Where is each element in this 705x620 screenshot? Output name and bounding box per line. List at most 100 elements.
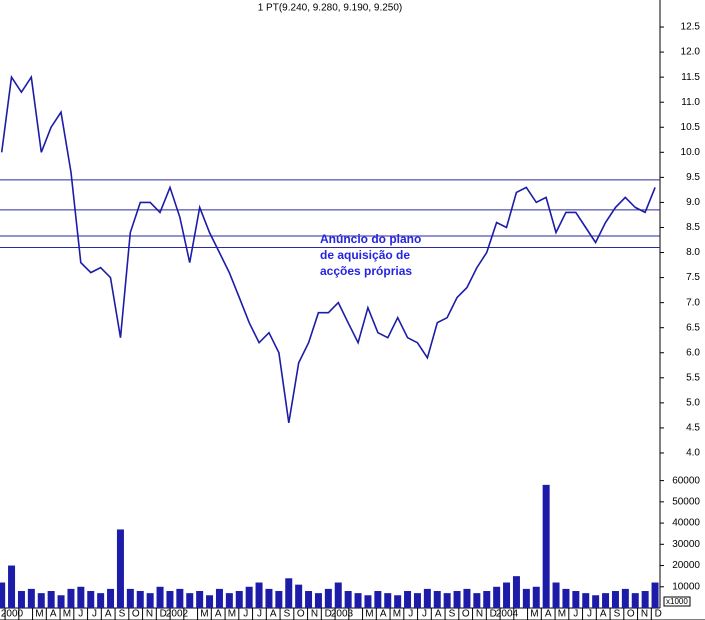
unit-label: x1000 [666,597,688,606]
volume-bar [196,591,204,608]
volume-bar [295,584,303,608]
y-tick-label: 8.0 [686,247,700,258]
volume-bar [47,591,55,608]
y-tick-label: 5.0 [686,398,700,409]
volume-bar [522,588,530,608]
volume-bar [582,593,590,608]
x-tick-label: N [311,609,318,620]
volume-bar [166,591,174,608]
y-tick-label: 30000 [672,539,700,550]
volume-bar [27,588,35,608]
x-tick-label: J [408,609,413,620]
y-tick-label: 4.0 [686,448,700,459]
y-tick-label: 9.0 [686,197,700,208]
volume-bar [245,586,253,608]
y-tick-label: 11.0 [681,97,700,108]
volume-bar [57,595,65,608]
y-tick-label: 12.5 [681,22,701,33]
volume-bar [314,593,322,608]
y-tick-label: 20000 [672,560,700,571]
x-tick-label: O [132,609,140,620]
x-tick-label: 2000 [1,609,24,620]
x-tick-label: A [380,609,387,620]
volume-bar [364,595,372,608]
volume-bar [384,593,392,608]
volume-bar [611,591,619,608]
x-tick-label: A [50,609,57,620]
volume-bar [186,593,194,608]
x-tick-label: N [476,609,483,620]
volume-bar [305,591,313,608]
x-tick-label: N [641,609,648,620]
volume-bar [542,484,550,608]
x-tick-label: S [119,609,126,620]
volume-bar [17,591,25,608]
y-tick-label: 8.5 [686,222,700,233]
volume-bar [562,588,570,608]
volume-bar [443,593,451,608]
x-tick-label: A [435,609,442,620]
y-tick-label: 7.5 [686,272,700,283]
x-tick-label: A [270,609,277,620]
x-tick-label: M [228,609,236,620]
x-tick-label: A [545,609,552,620]
volume-bar [87,591,95,608]
x-tick-label: D [655,609,662,620]
volume-bar [97,593,105,608]
x-tick-label: J [78,609,83,620]
volume-bar [354,593,362,608]
volume-bar [552,582,560,608]
volume-bar [463,588,471,608]
volume-bar [107,588,115,608]
x-tick-label: D [490,609,497,620]
x-tick-label: M [35,609,43,620]
volume-bar [532,586,540,608]
volume-bar [225,593,233,608]
x-tick-label: A [105,609,112,620]
y-tick-label: 10.0 [681,147,701,158]
y-tick-label: 12.0 [681,47,701,58]
volume-bar [423,588,431,608]
volume-bar [156,586,164,608]
volume-bar [285,578,293,608]
y-tick-label: 9.5 [686,172,700,183]
y-tick-label: 7.0 [686,297,700,308]
x-tick-label: 2002 [166,609,189,620]
volume-bar [453,591,461,608]
annotation: de aquisição de [320,248,410,262]
volume-bar [67,588,75,608]
volume-bar [512,576,520,608]
x-tick-label: J [422,609,427,620]
volume-bar [324,588,332,608]
x-tick-label: J [92,609,97,620]
volume-bar [206,595,214,608]
volume-bar [641,591,649,608]
volume-bar [602,593,610,608]
x-tick-label: O [462,609,470,620]
y-tick-label: 60000 [672,475,700,486]
price-line [0,74,656,424]
volume-bar [374,591,382,608]
annotation: acções próprias [320,264,412,278]
volume-bar [473,593,481,608]
x-tick-label: J [573,609,578,620]
volume-bar [503,582,511,608]
x-tick-label: N [146,609,153,620]
volume-bar [275,591,283,608]
x-tick-label: J [587,609,592,620]
x-tick-label: M [365,609,373,620]
y-tick-label: 11.5 [681,72,700,83]
unit-box [663,596,691,607]
x-tick-label: M [393,609,401,620]
volume-bar [265,588,273,608]
volume-bar [394,595,402,608]
volume-bar [483,591,491,608]
y-tick-label: 50000 [672,496,700,507]
volume-bar [37,593,45,608]
volume-bar [0,582,6,608]
volume-bar [77,586,85,608]
volume-bar [146,593,154,608]
volume-bar [126,588,134,608]
